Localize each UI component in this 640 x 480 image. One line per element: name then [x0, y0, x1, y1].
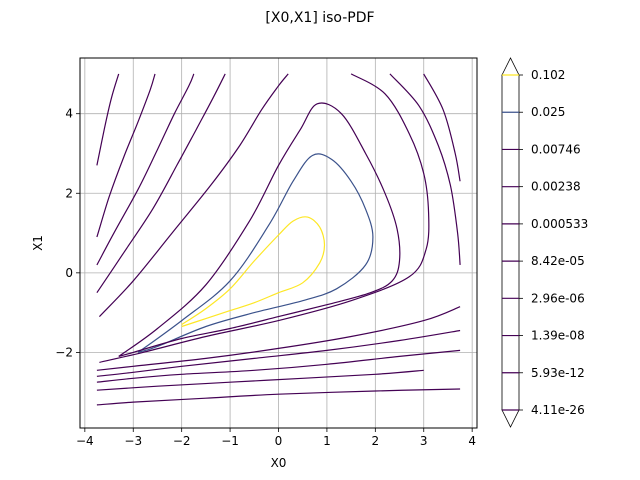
colorbar-tick-label: 8.42e-05 — [531, 254, 585, 268]
colorbar-tick-label: 0.00746 — [531, 142, 581, 156]
contour-line — [96, 73, 226, 294]
colorbar-extend-bottom — [501, 409, 520, 428]
x-tick-label: −2 — [173, 434, 191, 448]
contour-line — [389, 73, 461, 265]
colorbar-tick-label: 0.025 — [531, 105, 565, 119]
contour-line — [423, 73, 461, 182]
contour-line — [181, 216, 326, 328]
x-tick-label: −4 — [76, 434, 94, 448]
colorbar-tick-label: 2.96e-06 — [531, 291, 585, 305]
colorbar-extend-top — [501, 57, 520, 76]
contour-line — [98, 73, 289, 318]
plot-area: −4 −3 −2 −1 0 1 2 3 4 −2 0 2 4 — [55, 57, 478, 448]
y-tick-label: 0 — [65, 266, 73, 280]
y-tick-label: 2 — [65, 186, 73, 200]
contour-line — [96, 73, 120, 166]
x-tick-label: −1 — [221, 434, 239, 448]
chart-title: [X0,X1] iso-PDF — [265, 10, 374, 26]
x-tick-label: 2 — [372, 434, 380, 448]
colorbar-tick-label: 0.102 — [531, 68, 565, 82]
contour-line — [96, 349, 461, 383]
y-axis-ticks: −2 0 2 4 — [55, 107, 80, 359]
y-tick-label: −2 — [55, 345, 73, 359]
y-axis-label: X1 — [31, 235, 45, 251]
colorbar: 0.102 0.025 0.00746 0.00238 0.000533 8.42e-05… — [501, 57, 588, 428]
x-tick-label: 4 — [468, 434, 476, 448]
contour-line — [96, 73, 156, 238]
colorbar-tick-label: 4.11e-26 — [531, 403, 585, 417]
colorbar-frame — [501, 74, 520, 411]
contour-line — [96, 306, 461, 371]
contour-line — [96, 73, 195, 266]
y-tick-label: 4 — [65, 107, 73, 121]
x-tick-label: 0 — [275, 434, 283, 448]
contour-line — [96, 388, 461, 406]
colorbar-tick-label: 0.000533 — [531, 217, 588, 231]
colorbar-tick-label: 0.00238 — [531, 180, 581, 194]
x-tick-label: 3 — [420, 434, 428, 448]
contour-line — [118, 102, 401, 357]
x-axis-ticks: −4 −3 −2 −1 0 1 2 3 4 — [76, 428, 476, 448]
x-tick-label: −3 — [124, 434, 142, 448]
contour-line — [96, 369, 424, 391]
contour-line — [96, 329, 461, 377]
grid-lines — [80, 58, 477, 428]
colorbar-tick-label: 1.39e-08 — [531, 329, 585, 343]
contour-lines — [96, 73, 461, 406]
contour-line — [137, 153, 374, 353]
x-tick-label: 1 — [323, 434, 331, 448]
contour-line — [99, 73, 430, 363]
colorbar-tick-label: 5.93e-12 — [531, 366, 585, 380]
x-axis-label: X0 — [271, 456, 287, 470]
